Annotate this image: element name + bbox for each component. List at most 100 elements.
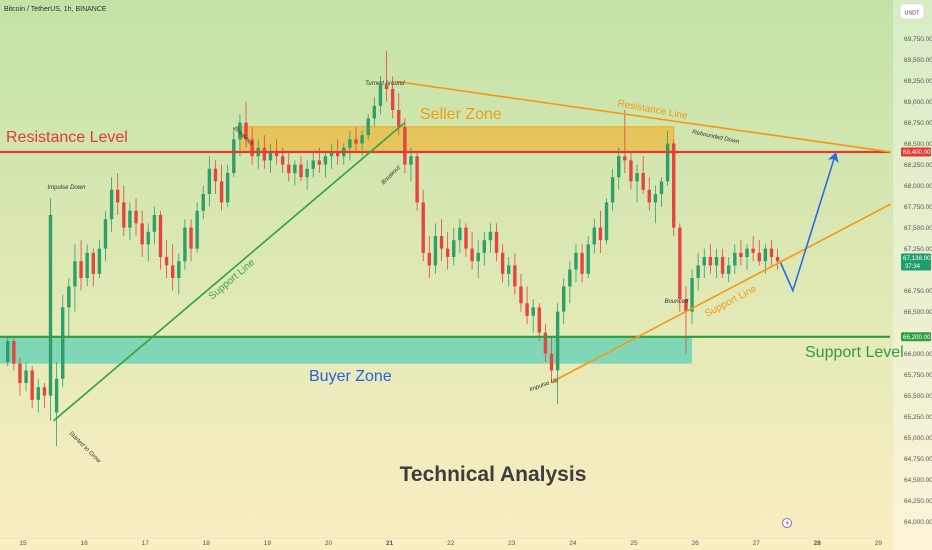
candle-body: [299, 164, 303, 178]
candle-body: [36, 387, 40, 400]
candle-body: [690, 278, 694, 312]
candle-body: [592, 227, 596, 245]
candle-body: [427, 252, 432, 266]
candle: [24, 362, 28, 392]
candle: [696, 252, 700, 291]
candle: [42, 383, 47, 409]
x-tick-label: 22: [447, 540, 455, 547]
candle-body: [116, 189, 120, 203]
candle: [555, 303, 560, 404]
candle-body: [482, 240, 487, 253]
candle: [140, 210, 144, 257]
candle-body: [519, 286, 523, 304]
candle: [562, 278, 566, 325]
seller-zone-label: Seller Zone: [420, 106, 502, 123]
y-tick-label: 67,500.00: [904, 225, 932, 232]
candle-body: [170, 265, 175, 278]
orange-support-line: [551, 203, 892, 383]
candle: [189, 219, 193, 262]
candle: [54, 362, 59, 446]
x-tick-label: 21: [386, 540, 394, 547]
candle-body: [6, 341, 10, 362]
candle: [757, 240, 761, 266]
y-tick-label: 69,000.00: [904, 99, 932, 106]
candle: [739, 240, 743, 266]
candle: [635, 164, 639, 203]
y-tick-label: 64,250.00: [904, 498, 932, 505]
resistance-line: [395, 80, 891, 153]
candle-body: [470, 248, 474, 262]
candle-body: [543, 332, 548, 354]
current-price-badge: 67,138.00 37:34: [901, 253, 931, 271]
candle: [586, 236, 590, 278]
candle-body: [54, 378, 59, 413]
candle-body: [354, 139, 358, 144]
candle-body: [134, 210, 138, 224]
candle: [659, 177, 664, 207]
candle: [708, 244, 713, 274]
candle-body: [122, 202, 126, 228]
x-tick-label: 15: [19, 540, 27, 547]
candle-body: [262, 147, 267, 161]
flash-icon[interactable]: [782, 518, 792, 528]
y-tick-label: 65,750.00: [904, 372, 932, 379]
candle: [152, 206, 157, 245]
candle: [580, 244, 584, 283]
candle-body: [555, 311, 560, 371]
green-support-line: [52, 121, 406, 422]
candle: [568, 261, 572, 304]
candle: [733, 244, 737, 274]
candle-body: [287, 164, 291, 173]
price-axis[interactable]: 69,750.00 69,500.00 69,250.00 69,000.00 68,7…: [901, 36, 932, 526]
lines-layer: [0, 80, 892, 422]
x-tick-label: 24: [569, 540, 577, 547]
candle: [769, 240, 774, 266]
y-tick-label: 65,250.00: [904, 414, 932, 421]
candle-body: [18, 363, 22, 383]
candle-body: [647, 189, 651, 203]
candle: [647, 177, 651, 211]
candle-body: [177, 261, 181, 278]
candle-body: [195, 210, 199, 249]
price-badge-bg: [901, 253, 931, 271]
candle-body: [158, 215, 163, 257]
candle-body: [586, 244, 590, 274]
candle-body: [617, 156, 621, 178]
candle: [617, 147, 621, 190]
x-tick-label: 28: [814, 540, 822, 547]
currency-button[interactable]: USDT: [899, 3, 925, 20]
candle-body: [244, 122, 248, 140]
candle: [439, 219, 444, 262]
y-tick-label: 65,500.00: [904, 393, 932, 400]
candle-body: [219, 181, 224, 203]
candle-body: [335, 152, 340, 157]
candle: [134, 198, 138, 236]
candle-body: [733, 252, 737, 266]
candle-body: [464, 227, 468, 249]
candle-body: [397, 110, 401, 127]
candle-body: [152, 215, 157, 232]
candle-body: [629, 160, 633, 182]
time-axis[interactable]: 15 16 17 18 19 20 21 22 23 24 25 26 27 28 29: [0, 537, 890, 547]
y-tick-label: 66,500.00: [904, 309, 932, 316]
candle-body: [702, 257, 706, 266]
candle-body: [665, 143, 670, 182]
candle: [665, 131, 670, 186]
candle: [170, 244, 175, 291]
candle-body: [24, 370, 28, 383]
candle: [592, 219, 596, 253]
candle: [244, 101, 248, 148]
candle: [610, 168, 615, 211]
candle: [500, 244, 505, 283]
candle-body: [445, 248, 450, 257]
candle-body: [678, 227, 682, 299]
candle-body: [311, 160, 315, 169]
candle: [293, 160, 297, 186]
candle-body: [146, 231, 150, 245]
candle: [684, 286, 688, 354]
candle: [470, 231, 474, 270]
candle-body: [537, 307, 541, 333]
candle: [73, 244, 77, 312]
